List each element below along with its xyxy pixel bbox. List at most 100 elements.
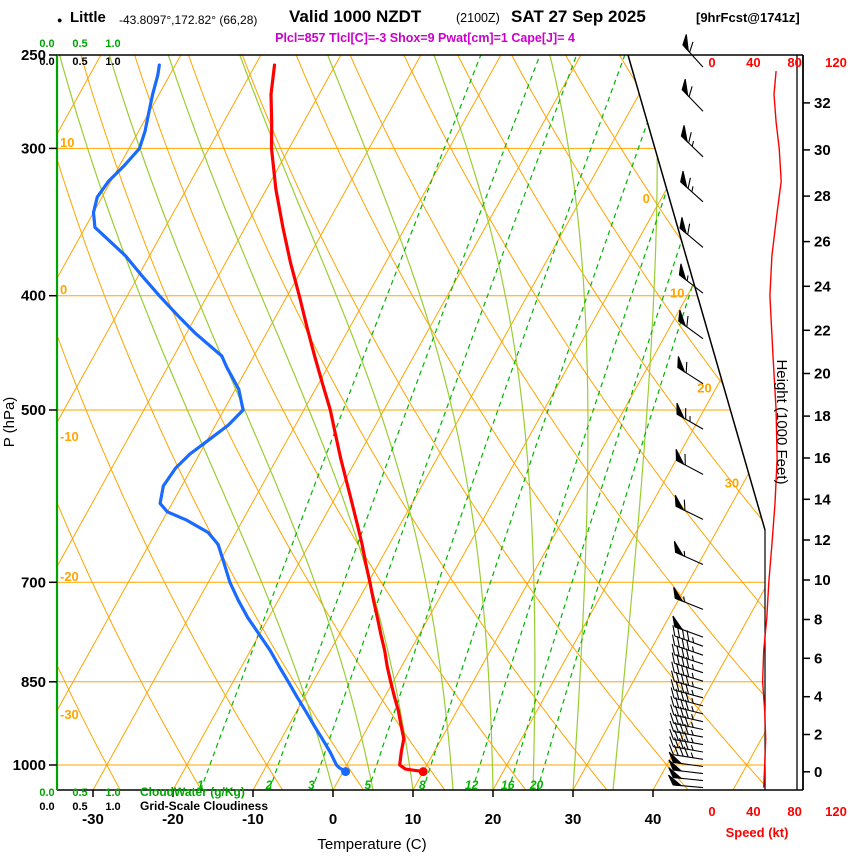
dry-adiabat-line — [457, 55, 765, 790]
wind-barb — [678, 309, 704, 340]
height-tick-label: 32 — [814, 95, 831, 112]
station-name: Little — [70, 9, 106, 26]
cloudwater-scale-label-bottom: 1.0 — [105, 787, 120, 799]
height-tick-label: 4 — [814, 689, 823, 706]
moist-adiabat-line — [59, 55, 334, 790]
dry-adiabat-line — [349, 55, 765, 790]
pressure-tick-label: 300 — [21, 140, 46, 157]
dry-adiabat-label: 0 — [60, 282, 67, 297]
wind-barb — [680, 125, 704, 158]
isotherm-label: 0 — [643, 191, 650, 206]
cloudwater-scale-label-top: 0.0 — [39, 38, 54, 50]
speed-tick-label-bottom: 120 — [825, 804, 847, 819]
height-tick-label: 30 — [814, 142, 831, 159]
pressure-tick-label: 400 — [21, 288, 46, 305]
height-tick-label: 16 — [814, 450, 831, 467]
dry-adiabat-line — [565, 55, 765, 790]
dry-adiabat-line — [57, 55, 121, 790]
mixing-ratio-label: 20 — [529, 778, 544, 792]
mixing-ratio-line — [200, 55, 482, 790]
valid-utc: (2100Z) — [456, 11, 500, 25]
speed-tick-label-top: 80 — [787, 55, 801, 70]
wind-barb — [668, 774, 704, 789]
wind-barb — [671, 661, 704, 682]
cloudiness-scale-label-bottom: 0.5 — [72, 801, 87, 813]
moist-adiabat-line — [433, 55, 536, 790]
dry-adiabat-line — [57, 55, 202, 790]
temperature-tick-label: -10 — [242, 811, 264, 828]
cloudiness-scale-label-top: 0.5 — [72, 56, 87, 68]
cloudwater-scale-label-top: 1.0 — [105, 38, 120, 50]
dry-adiabat-line — [188, 55, 608, 790]
height-tick-label: 10 — [814, 572, 831, 589]
wind-barb — [676, 402, 704, 430]
temperature-curve — [269, 63, 425, 774]
mixing-ratio-label: 1 — [197, 778, 204, 792]
height-tick-label: 8 — [814, 612, 822, 629]
pressure-tick-label: 250 — [21, 47, 46, 64]
isotherm-line — [172, 55, 582, 790]
cloudiness-axis-title: Grid-Scale Cloudiness — [140, 799, 268, 813]
dry-adiabat-line — [80, 55, 446, 790]
sounding-curves — [91, 63, 428, 777]
wind-barb — [672, 625, 704, 647]
isotherm-line — [92, 55, 502, 790]
isotherm-line — [57, 55, 342, 790]
station-coords: -43.8097°,172.82° (66,28) — [119, 13, 258, 27]
isotherm-line — [57, 55, 422, 790]
dry-adiabat-line — [241, 55, 689, 790]
wind-barb — [670, 670, 704, 691]
cloudwater-scale-label-bottom: 0.5 — [72, 787, 87, 799]
sounding-params: Plcl=857 Tlcl[C]=-3 Shox=9 Pwat[cm]=1 Ca… — [275, 31, 575, 45]
wind-barb — [673, 587, 704, 610]
temperature-tick-label: -20 — [162, 811, 184, 828]
moist-adiabat-line — [612, 55, 658, 790]
valid-date: SAT 27 Sep 2025 — [511, 7, 646, 26]
wind-barbs — [668, 34, 704, 789]
moist-adiabat-line — [239, 55, 454, 790]
mixing-ratio-line — [507, 55, 745, 790]
wind-barb — [678, 263, 704, 294]
mixing-ratio-line — [268, 55, 541, 790]
mixing-ratio-label: 16 — [501, 778, 515, 792]
pressure-axis-title: P (hPa) — [1, 397, 18, 448]
isotherm-line — [57, 55, 262, 790]
cloudiness-scale-label-top: 1.0 — [105, 56, 120, 68]
moist-adiabat-line — [167, 55, 414, 790]
dry-adiabat-line — [57, 55, 283, 790]
dry-adiabat-label: 10 — [60, 135, 74, 150]
temperature-axis-title: Temperature (C) — [317, 836, 426, 853]
wind-barb — [675, 449, 704, 475]
isotherm-label: 20 — [697, 381, 711, 396]
dry-adiabat-label: -30 — [60, 707, 79, 722]
isotherm-line — [412, 55, 765, 790]
wind-barb — [673, 541, 704, 566]
temperature-tick-label: 10 — [405, 811, 422, 828]
height-tick-label: 28 — [814, 188, 831, 205]
temperature-tick-label: 0 — [329, 811, 337, 828]
pressure-tick-label: 1000 — [13, 757, 46, 774]
wind-barb — [682, 34, 704, 68]
cloudwater-axis-title: CloudWater (g/Kg) — [140, 785, 245, 799]
dry-adiabat-line — [403, 55, 765, 790]
cloudiness-scale-label-top: 0.0 — [39, 56, 54, 68]
forecast-info: [9hrFcst@1741z] — [696, 10, 800, 25]
isotherm-label: 10 — [670, 286, 684, 301]
dry-adiabat-line — [57, 55, 365, 790]
mixing-ratio-label: 2 — [265, 778, 273, 792]
dry-adiabat-line — [295, 55, 765, 790]
valid-time: Valid 1000 NZDT — [289, 7, 422, 26]
wind-barb — [679, 217, 704, 248]
isotherm-line — [652, 55, 765, 790]
dry-adiabat-label: -20 — [60, 569, 79, 584]
wind-barb — [671, 634, 704, 656]
pressure-tick-label: 500 — [21, 402, 46, 419]
isotherm-line — [492, 55, 765, 790]
moist-adiabat-line — [549, 55, 589, 790]
mixing-ratio-line — [311, 55, 578, 790]
wind-barb — [671, 643, 704, 665]
